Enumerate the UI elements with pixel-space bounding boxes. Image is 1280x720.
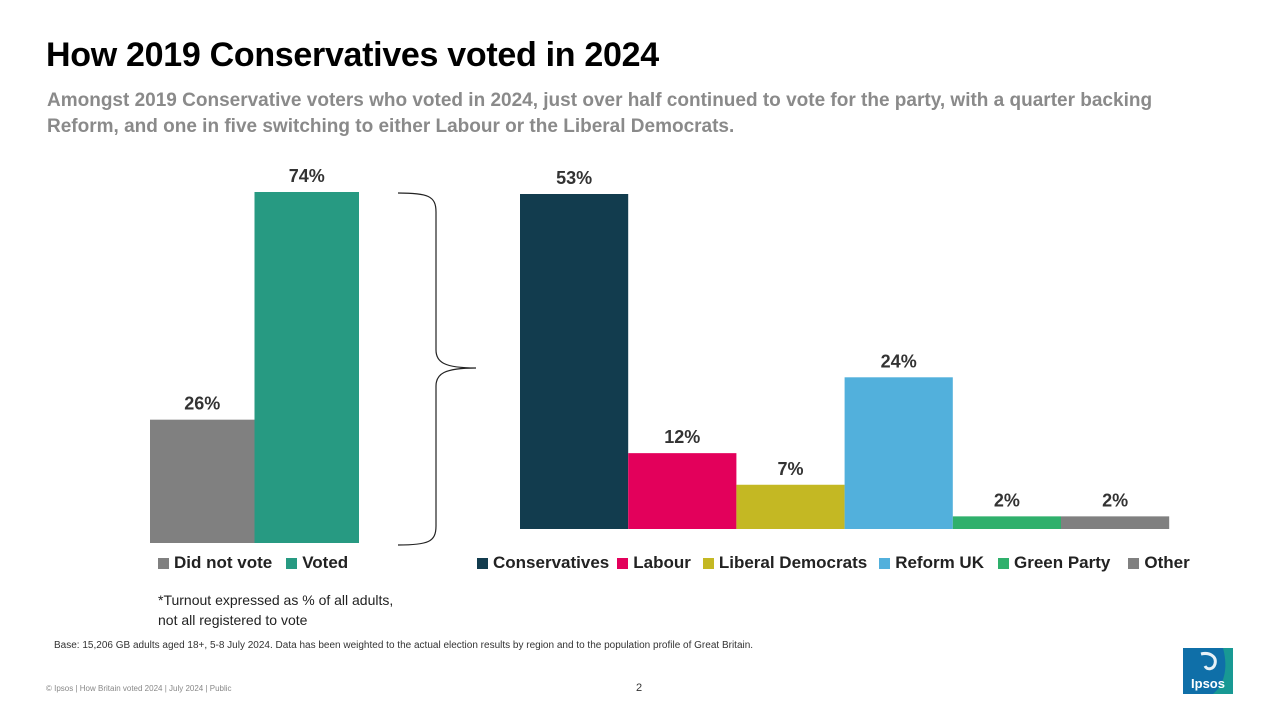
page-title: How 2019 Conservatives voted in 2024 [46,36,659,74]
footer-text: © Ipsos | How Britain voted 2024 | July … [46,684,232,693]
bar-reform-uk [844,377,953,529]
legend-swatch [286,557,298,569]
legend-label: Green Party [1013,553,1111,572]
bar-other [1061,516,1170,529]
bar-conservatives [520,194,629,529]
legend-label: Conservatives [493,553,610,572]
legend-swatch [997,557,1009,569]
legend-label: Voted [302,553,349,572]
turnout-legend: Did not vote Voted [158,553,362,573]
data-label-green-party: 2% [994,490,1020,510]
page-number: 2 [636,682,643,694]
data-label-voted: 74% [289,166,325,186]
bar-liberal-democrats [736,484,845,529]
legend-item-reform-uk: Reform UK [879,553,984,573]
data-label-did-not-vote: 26% [184,394,220,414]
legend-label: Did not vote [174,553,273,572]
legend-item-conservatives: Conservatives [477,553,609,573]
legend-swatch [879,557,891,569]
vote-share-legend: Conservatives Labour Liberal Democrats Refo… [477,553,1190,573]
legend-swatch [1128,557,1140,569]
data-label-liberal-democrats: 7% [777,459,803,479]
data-label-conservatives: 53% [556,168,592,188]
page-subtitle: Amongst 2019 Conservative voters who vot… [47,90,1153,137]
ipsos-logo: Ipsos [1183,648,1233,694]
legend-swatch [702,557,714,569]
bar-green-party [952,516,1061,529]
data-label-labour: 12% [664,427,700,447]
svg-text:Ipsos: Ipsos [1191,676,1225,691]
bar-did-not-vote [150,419,255,543]
turnout-chart: 26% 74% [150,166,359,543]
legend-swatch [158,557,169,569]
bar-voted [254,192,359,543]
legend-label: Other [1144,553,1190,572]
legend-item-did-not-vote: Did not vote [158,553,272,573]
bracket [397,192,477,546]
data-label-other: 2% [1102,490,1128,510]
legend-label: Labour [633,553,691,572]
data-label-reform-uk: 24% [881,351,917,371]
legend-label: Reform UK [895,553,984,572]
legend-swatch [477,557,488,569]
legend-item-green-party: Green Party [997,553,1111,573]
legend-item-other: Other [1128,553,1190,573]
legend-label: Liberal Democrats [718,553,868,572]
legend-item-liberal-democrats: Liberal Democrats [702,553,868,573]
bar-labour [628,453,737,529]
base-text: Base: 15,206 GB adults aged 18+, 5-8 Jul… [54,640,754,651]
legend-item-labour: Labour [617,553,691,573]
vote-share-chart: 53% 12% 7% 24% 2% 2% [520,168,1170,529]
legend-item-voted: Voted [286,553,348,573]
legend-swatch [617,557,629,569]
turnout-note: *Turnout expressed as % of all adults, n… [158,592,394,628]
